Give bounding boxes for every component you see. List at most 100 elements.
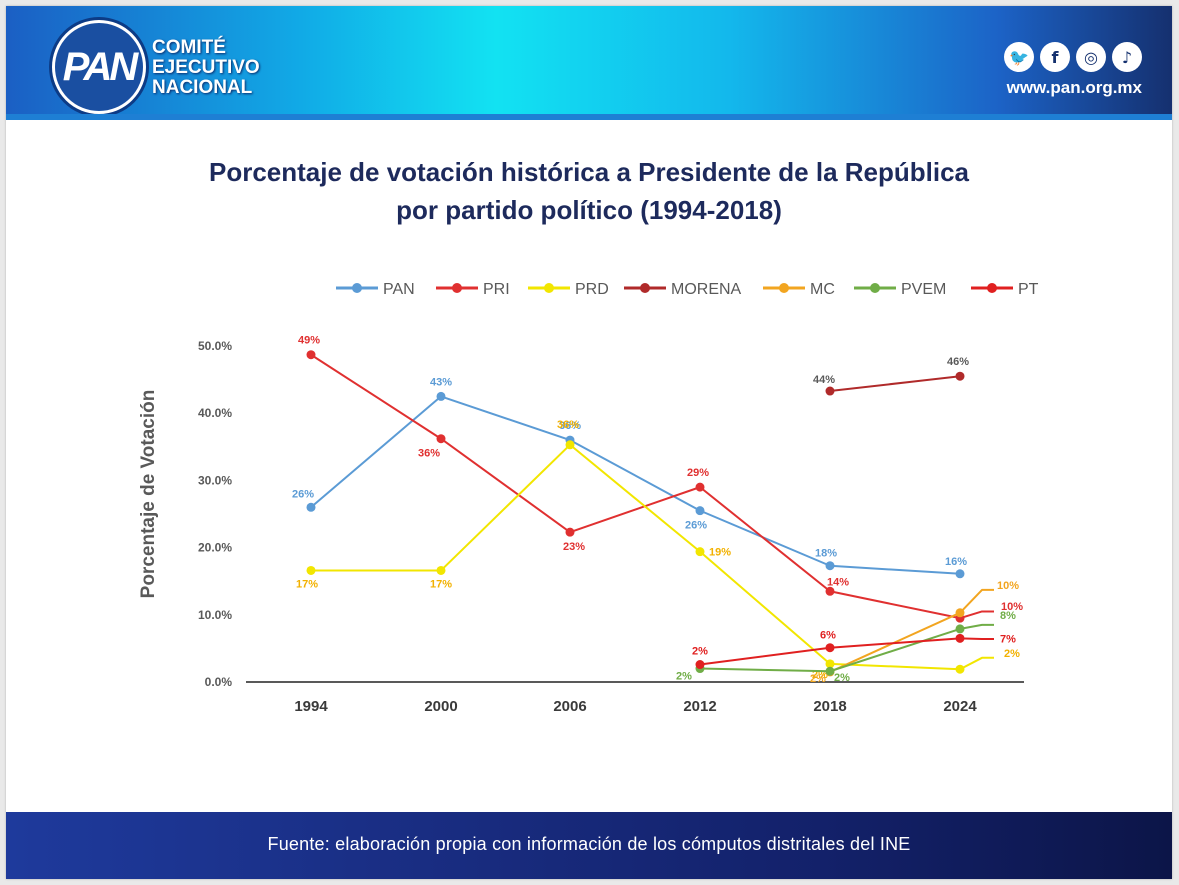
- data-point-prd: [436, 565, 446, 575]
- data-point-pvem: [955, 624, 965, 634]
- legend-label-prd: PRD: [575, 281, 609, 298]
- legend-marker-pt: [987, 283, 997, 293]
- website-url[interactable]: www.pan.org.mx: [1006, 78, 1142, 97]
- org-line-1: COMITÉ: [152, 37, 226, 58]
- data-point-pri: [306, 350, 316, 360]
- data-point-prd: [695, 547, 705, 557]
- y-tick-label: 40.0%: [198, 406, 232, 420]
- legend-label-pvem: PVEM: [901, 281, 946, 298]
- data-point-pt: [695, 660, 705, 670]
- legend-marker-pan: [352, 283, 362, 293]
- data-point-mc: [955, 608, 965, 618]
- data-label-prd: 2%: [1004, 648, 1020, 660]
- data-label-pan: 26%: [685, 520, 707, 532]
- legend-label-pri: PRI: [483, 281, 510, 298]
- pan-logo: PAN: [52, 20, 146, 114]
- social-icons: 🐦 f ◎ ♪: [1004, 42, 1142, 72]
- line-chart: 0.0% 10.0% 20.0% 30.0% 40.0% 50.0% Porcentaje …: [138, 281, 1039, 715]
- org-line-3: NACIONAL: [152, 77, 253, 98]
- y-tick-label: 30.0%: [198, 473, 232, 487]
- data-point-pri: [825, 586, 835, 596]
- twitter-icon[interactable]: 🐦: [1004, 42, 1034, 72]
- chart-title-line-2: por partido político (1994-2018): [396, 195, 782, 225]
- data-point-morena: [825, 386, 835, 396]
- organization-name: COMITÉ EJECUTIVO NACIONAL: [152, 38, 260, 98]
- legend-marker-prd: [544, 283, 554, 293]
- y-axis-title: Porcentaje de Votación: [138, 390, 159, 599]
- data-point-pt: [955, 633, 965, 643]
- data-point-pt: [825, 643, 835, 653]
- facebook-icon[interactable]: f: [1040, 42, 1070, 72]
- slide: PAN COMITÉ EJECUTIVO NACIONAL 🐦 f ◎ ♪ ww…: [6, 6, 1172, 879]
- series-line-prd: [311, 443, 994, 671]
- data-label-pri: 29%: [687, 467, 709, 479]
- data-label-pan: 16%: [945, 556, 967, 568]
- data-label-pan: 26%: [292, 488, 314, 500]
- data-point-pri: [436, 434, 446, 444]
- series-line-mc: [829, 588, 994, 673]
- data-point-pvem: [825, 666, 835, 676]
- x-tick-label: 2012: [683, 698, 716, 715]
- data-point-pan: [436, 391, 446, 401]
- data-point-pan: [825, 561, 835, 571]
- series-line-morena: [829, 375, 961, 393]
- data-label-pt: 6%: [820, 630, 836, 642]
- legend-label-pan: PAN: [383, 281, 415, 298]
- data-label-pvem: 2%: [834, 672, 850, 684]
- x-tick-label: 2024: [943, 698, 977, 715]
- x-tick-label: 2018: [813, 698, 846, 715]
- data-label-pri: 49%: [298, 335, 320, 347]
- y-tick-label: 10.0%: [198, 608, 232, 622]
- tiktok-icon[interactable]: ♪: [1112, 42, 1142, 72]
- series-line-pri: [310, 353, 994, 620]
- data-point-pan: [955, 569, 965, 579]
- x-tick-label: 1994: [294, 698, 328, 715]
- legend-marker-morena: [640, 283, 650, 293]
- header-banner: PAN COMITÉ EJECUTIVO NACIONAL 🐦 f ◎ ♪ ww…: [6, 6, 1172, 114]
- y-tick-label: 20.0%: [198, 541, 232, 555]
- data-point-prd: [825, 659, 835, 669]
- data-label-pri: 23%: [563, 541, 585, 553]
- data-label-pri: 36%: [418, 448, 440, 460]
- x-tick-label: 2006: [553, 698, 586, 715]
- legend-label-mc: MC: [810, 281, 835, 298]
- footer-banner: Fuente: elaboración propia con informaci…: [6, 812, 1172, 879]
- data-label-pvem: 2%: [676, 671, 692, 683]
- data-label-pri: 10%: [1001, 601, 1023, 613]
- data-label-pan: 43%: [430, 376, 452, 388]
- y-tick-label: 50.0%: [198, 339, 232, 353]
- y-tick-label: 0.0%: [205, 675, 233, 689]
- data-point-pri: [695, 482, 705, 492]
- data-label-prd: 36%: [557, 419, 579, 431]
- data-point-prd: [565, 440, 575, 450]
- legend-marker-mc: [779, 283, 789, 293]
- legend-label-pt: PT: [1018, 281, 1039, 298]
- series-line-pan: [310, 395, 961, 575]
- data-label-prd: 17%: [296, 578, 318, 590]
- source-note: Fuente: elaboración propia con informaci…: [267, 834, 911, 854]
- data-point-pri: [565, 527, 575, 537]
- data-label-mc: 2%: [810, 673, 826, 685]
- data-point-prd: [955, 664, 965, 674]
- data-label-pan: 18%: [815, 548, 837, 560]
- data-point-morena: [955, 371, 965, 381]
- data-label-pri: 14%: [827, 576, 849, 588]
- legend-label-morena: MORENA: [671, 281, 742, 298]
- instagram-icon[interactable]: ◎: [1076, 42, 1106, 72]
- data-label-morena: 46%: [947, 356, 969, 368]
- data-label-prd: 19%: [709, 547, 731, 559]
- data-point-pan: [306, 502, 316, 512]
- data-label-pan: 36%: [559, 420, 581, 432]
- data-label-mc: 10%: [997, 580, 1019, 592]
- data-label-pt: 7%: [1000, 633, 1016, 645]
- org-line-2: EJECUTIVO: [152, 57, 260, 78]
- x-tick-label: 2000: [424, 698, 457, 715]
- data-label-prd: 17%: [430, 578, 452, 590]
- data-label-pvem: 8%: [1000, 610, 1016, 622]
- logo-text: PAN: [62, 44, 139, 89]
- chart-title-line-1: Porcentaje de votación histórica a Presi…: [208, 157, 970, 187]
- data-point-prd: [306, 565, 316, 575]
- data-label-pt: 2%: [692, 646, 708, 658]
- legend-marker-pvem: [870, 283, 880, 293]
- series-line-pt: [699, 637, 994, 666]
